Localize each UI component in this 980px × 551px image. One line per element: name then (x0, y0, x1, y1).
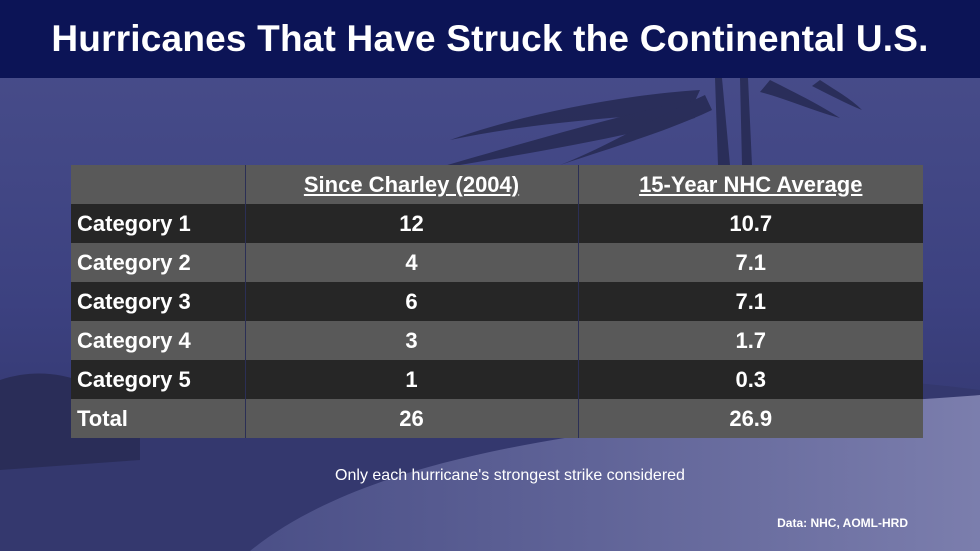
row-label: Category 2 (71, 243, 246, 282)
data-source: Data: NHC, AOML-HRD (777, 516, 908, 530)
hurricane-table: Since Charley (2004) 15-Year NHC Average… (71, 165, 923, 438)
since-charley-value: 6 (245, 282, 579, 321)
since-charley-value: 4 (245, 243, 579, 282)
row-label: Category 4 (71, 321, 246, 360)
nhc-average-value: 7.1 (578, 282, 923, 321)
page-title: Hurricanes That Have Struck the Continen… (51, 18, 929, 59)
table-row-total: Total 26 26.9 (71, 399, 923, 438)
row-label: Total (71, 399, 246, 438)
table-row: Category 1 12 10.7 (71, 204, 923, 243)
footnote: Only each hurricane's strongest strike c… (335, 467, 685, 484)
since-charley-value: 3 (245, 321, 579, 360)
since-charley-value: 26 (245, 399, 579, 438)
table-header-row: Since Charley (2004) 15-Year NHC Average (71, 165, 923, 204)
table-row: Category 4 3 1.7 (71, 321, 923, 360)
nhc-average-value: 1.7 (578, 321, 923, 360)
table-row: Category 2 4 7.1 (71, 243, 923, 282)
row-label: Category 1 (71, 204, 246, 243)
since-charley-value: 12 (245, 204, 579, 243)
row-label: Category 5 (71, 360, 246, 399)
table-row: Category 5 1 0.3 (71, 360, 923, 399)
header-since-charley: Since Charley (2004) (245, 165, 579, 204)
header-nhc-average: 15-Year NHC Average (578, 165, 923, 204)
since-charley-value: 1 (245, 360, 579, 399)
nhc-average-value: 0.3 (578, 360, 923, 399)
table-row: Category 3 6 7.1 (71, 282, 923, 321)
header-corner-cell (71, 165, 246, 204)
row-label: Category 3 (71, 282, 246, 321)
nhc-average-value: 26.9 (578, 399, 923, 438)
nhc-average-value: 10.7 (578, 204, 923, 243)
nhc-average-value: 7.1 (578, 243, 923, 282)
title-banner: Hurricanes That Have Struck the Continen… (0, 0, 980, 78)
